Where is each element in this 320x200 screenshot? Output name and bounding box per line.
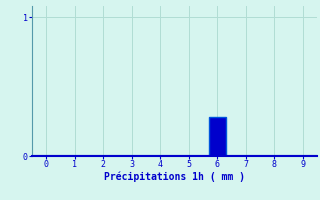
Bar — [209, 117, 226, 156]
X-axis label: Précipitations 1h ( mm ): Précipitations 1h ( mm ) — [104, 172, 245, 182]
